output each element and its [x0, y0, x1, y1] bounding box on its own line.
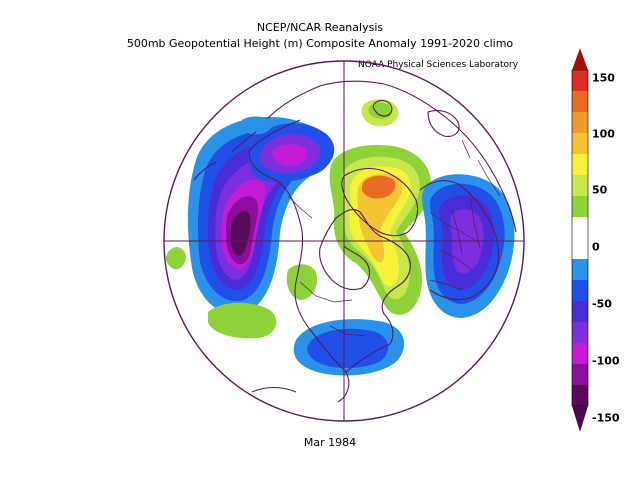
colorbar-cell — [572, 154, 588, 176]
colorbar-cell — [572, 385, 588, 407]
anomaly-low-europe — [422, 174, 515, 318]
colorbar-cell — [572, 259, 588, 281]
colorbar-tick-label: -50 — [592, 297, 612, 311]
colorbar-extend-high — [572, 48, 588, 70]
colorbar-cell — [572, 112, 588, 134]
colorbar-cell — [572, 238, 588, 260]
colorbar-tick-label: -100 — [592, 354, 620, 368]
anomaly-low-bering — [248, 123, 335, 183]
colorbar-cell — [572, 301, 588, 323]
colorbar-cell — [572, 217, 588, 239]
date-label: Mar 1984 — [303, 436, 357, 449]
colorbar-cell — [572, 91, 588, 113]
coastlines — [193, 80, 517, 403]
colorbar-cell — [572, 133, 588, 155]
credit-label: NOAA Physical Sciences Laboratory — [358, 60, 519, 70]
map-boundary-circle — [163, 60, 525, 422]
colorbar-tick-label: 0 — [592, 240, 600, 254]
colorbar-tick-label: -150 — [592, 411, 620, 425]
map-gridlines — [164, 61, 524, 421]
colorbar-tick-label: 50 — [592, 183, 608, 197]
colorbar-cell — [572, 280, 588, 302]
colorbar-cell — [572, 70, 588, 92]
anomaly-high-small — [165, 99, 399, 339]
borders — [287, 139, 501, 337]
colorbar-cell — [572, 322, 588, 344]
colorbar-cell — [572, 175, 588, 197]
colorbar-cell — [572, 364, 588, 386]
colorbar-tick-label: 100 — [592, 127, 615, 141]
chart-subtitle: 500mb Geopotential Height (m) Composite … — [126, 37, 514, 50]
chart-title: NCEP/NCAR Reanalysis — [256, 21, 384, 34]
colorbar-cell — [572, 343, 588, 365]
colorbar-tick-label: 150 — [592, 71, 615, 85]
colorbar — [571, 48, 589, 432]
colorbar-cell — [572, 196, 588, 218]
colorbar-extend-low — [572, 406, 588, 432]
anomaly-field — [164, 61, 524, 421]
anomaly-low-east-america — [293, 319, 405, 376]
anomaly-high-arctic — [329, 145, 432, 315]
